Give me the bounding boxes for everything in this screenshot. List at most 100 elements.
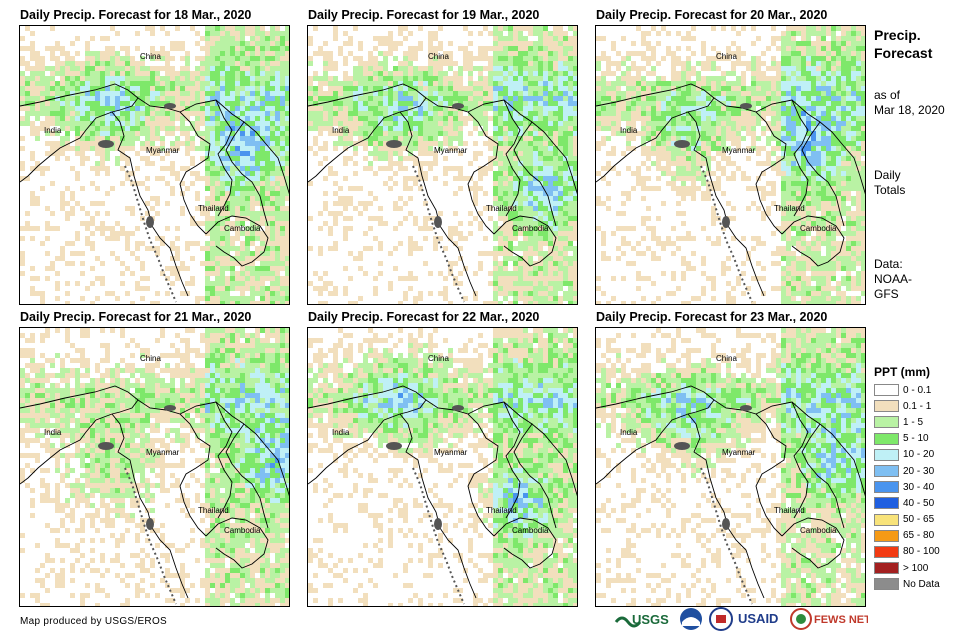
- legend-item: 5 - 10: [874, 431, 940, 447]
- panel-title-5: Daily Precip. Forecast for 22 Mar., 2020: [308, 310, 540, 324]
- border-line: [205, 215, 269, 267]
- data-label: Data:: [874, 257, 903, 271]
- forecast-map-2: China India Myanmar Thailand Cambodia: [307, 25, 578, 305]
- coastline: [412, 165, 465, 303]
- legend-label: 5 - 10: [903, 433, 929, 445]
- legend-swatch: [874, 529, 899, 542]
- map-label-thailand: Thailand: [774, 506, 805, 515]
- sidebar-title: Precip. Forecast: [874, 26, 932, 62]
- border-line: [137, 97, 211, 235]
- panel-title-6: Daily Precip. Forecast for 23 Mar., 2020: [596, 310, 828, 324]
- coastline: [700, 165, 753, 303]
- data-source-line2: GFS: [874, 287, 899, 301]
- map-label-china: China: [140, 52, 161, 61]
- legend-item: 0 - 0.1: [874, 382, 940, 398]
- border-line: [493, 517, 557, 569]
- border-line: [781, 215, 845, 267]
- map-label-myanmar: Myanmar: [722, 146, 756, 155]
- map-label-india: India: [620, 126, 638, 135]
- border-line: [687, 413, 765, 599]
- map-label-cambodia: Cambodia: [224, 526, 261, 535]
- map-label-myanmar: Myanmar: [722, 448, 756, 457]
- daily-totals-note: Daily Totals: [874, 168, 905, 198]
- fews-net-logo: FEWS NET: [790, 608, 868, 630]
- map-label-cambodia: Cambodia: [512, 526, 549, 535]
- border-line: [755, 99, 865, 195]
- legend-label: 0.1 - 1: [903, 400, 932, 412]
- usaid-seal: [709, 607, 733, 631]
- forecast-map-1: China India Myanmar Thailand Cambodia: [19, 25, 290, 305]
- coastline: [124, 165, 177, 303]
- border-line: [467, 401, 577, 497]
- legend-swatch: [874, 432, 899, 445]
- map-label-china: China: [140, 354, 161, 363]
- map-label-myanmar: Myanmar: [434, 146, 468, 155]
- precip-field: [20, 328, 289, 606]
- legend-item: 40 - 50: [874, 495, 940, 511]
- panel-title-2: Daily Precip. Forecast for 19 Mar., 2020: [308, 8, 540, 22]
- border-line: [791, 401, 809, 519]
- border-line: [205, 517, 269, 569]
- border-line: [513, 423, 557, 529]
- border-line: [399, 413, 477, 599]
- legend-label: 0 - 0.1: [903, 384, 932, 396]
- as-of-value: Mar 18, 2020: [874, 103, 945, 117]
- legend-label: 65 - 80: [903, 530, 935, 542]
- border-line: [713, 399, 787, 537]
- legend-item: > 100: [874, 560, 940, 576]
- map-label-cambodia: Cambodia: [800, 224, 837, 233]
- border-line: [111, 413, 189, 599]
- totals-label: Totals: [874, 183, 906, 197]
- legend-label: 20 - 30: [903, 465, 935, 477]
- legend-label: 50 - 65: [903, 514, 935, 526]
- map-label-cambodia: Cambodia: [512, 224, 549, 233]
- usgs-logo: USGS: [614, 612, 669, 628]
- panel-title-4: Daily Precip. Forecast for 21 Mar., 2020: [20, 310, 252, 324]
- legend-swatch: [874, 513, 899, 526]
- noaa-logo: [680, 608, 702, 630]
- legend-item: 30 - 40: [874, 479, 940, 495]
- map-label-india: India: [44, 428, 62, 437]
- border-line: [467, 99, 577, 195]
- legend-swatch: [874, 497, 899, 510]
- data-source-line1: NOAA-: [874, 272, 913, 286]
- border-line: [801, 121, 845, 227]
- map-label-china: China: [428, 52, 449, 61]
- agency-logos: USGS USAID FEWS NET: [614, 606, 868, 632]
- map-label-cambodia: Cambodia: [800, 526, 837, 535]
- as-of-label: as of: [874, 88, 901, 102]
- forecast-map-4: China India Myanmar Thailand Cambodia: [19, 327, 290, 607]
- border-line: [225, 423, 269, 529]
- precip-field: [596, 26, 865, 304]
- legend-label: 80 - 100: [903, 546, 940, 558]
- precip-field: [308, 26, 577, 304]
- border-line: [179, 99, 289, 195]
- border-line: [791, 99, 809, 217]
- border-line: [781, 517, 845, 569]
- border-line: [687, 111, 765, 297]
- legend-swatch: [874, 384, 899, 397]
- coastline: [412, 467, 465, 605]
- daily-label: Daily: [874, 168, 901, 182]
- precip-field: [20, 26, 289, 304]
- map-label-china: China: [716, 52, 737, 61]
- legend-swatch: [874, 578, 899, 591]
- panel-title-3: Daily Precip. Forecast for 20 Mar., 2020: [596, 8, 828, 22]
- legend-item: 0.1 - 1: [874, 398, 940, 414]
- legend-label: No Data: [903, 578, 940, 590]
- border-line: [425, 97, 499, 235]
- legend-item: 1 - 5: [874, 414, 940, 430]
- border-line: [179, 401, 289, 497]
- map-label-thailand: Thailand: [198, 204, 229, 213]
- legend-swatch: [874, 448, 899, 461]
- legend-item: 50 - 65: [874, 512, 940, 528]
- legend-swatch: [874, 481, 899, 494]
- border-line: [215, 401, 233, 519]
- legend-item: 80 - 100: [874, 544, 940, 560]
- sidebar-title-line2: Forecast: [874, 45, 933, 61]
- legend-label: 1 - 5: [903, 416, 924, 428]
- border-line: [137, 399, 211, 537]
- legend-item: 20 - 30: [874, 463, 940, 479]
- border-line: [503, 99, 521, 217]
- legend-label: 40 - 50: [903, 497, 935, 509]
